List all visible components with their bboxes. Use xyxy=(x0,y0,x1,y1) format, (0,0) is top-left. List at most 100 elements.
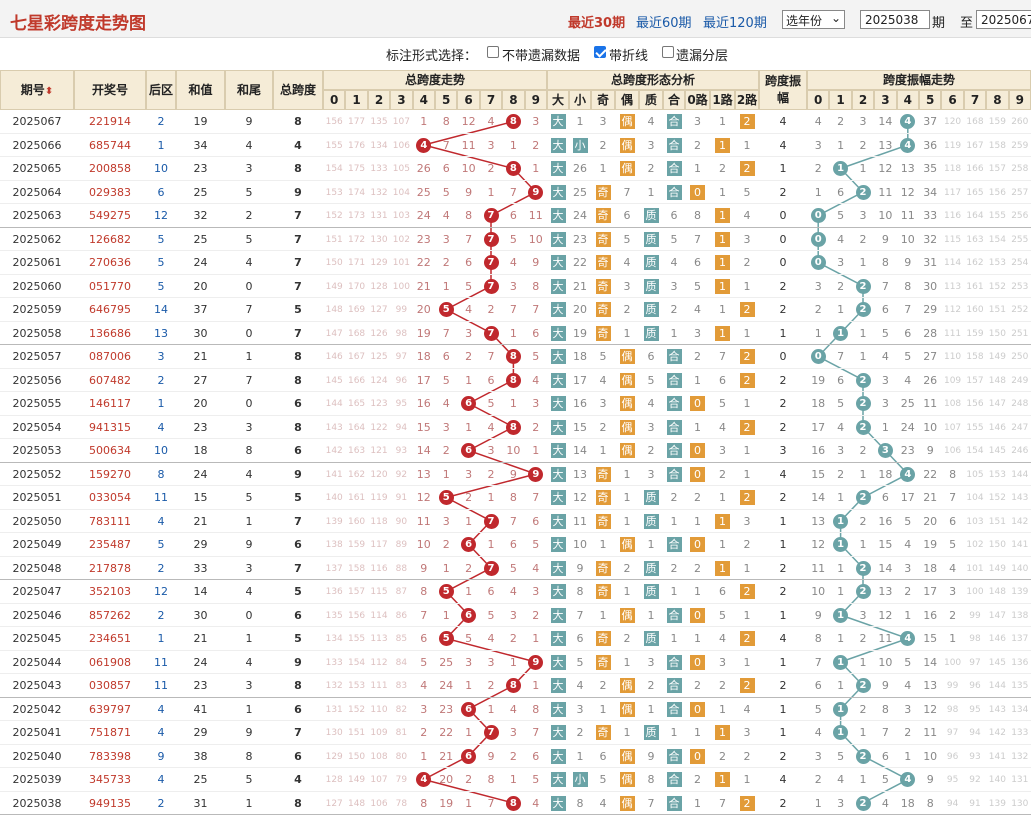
trend-miss: 2 xyxy=(509,632,517,645)
shape-mark: 偶 xyxy=(619,349,635,364)
trend-miss: 3 xyxy=(487,444,495,457)
shape-miss: 4 xyxy=(719,632,726,645)
trend-miss: 139 xyxy=(325,516,343,527)
shape-miss: 2 xyxy=(719,749,726,763)
amp-miss: 2 xyxy=(859,444,867,457)
shape-col-header: 奇 xyxy=(591,90,615,110)
period-120-link[interactable]: 最近120期 xyxy=(703,16,767,31)
sum-cell: 30 xyxy=(193,608,208,622)
period-30-link[interactable]: 最近30期 xyxy=(568,16,626,31)
year-select[interactable]: 选年份 ⌄ xyxy=(782,10,845,29)
option-line-checkbox[interactable] xyxy=(594,46,606,58)
shape-mark: 大 xyxy=(550,302,566,317)
sort-icon[interactable]: ⬍ xyxy=(44,86,54,97)
trend-miss: 1 xyxy=(487,491,495,504)
col-issue-header[interactable]: 期号⬍ xyxy=(0,70,74,110)
trend-miss: 1 xyxy=(465,585,473,598)
back-cell: 6 xyxy=(157,185,165,199)
amp-miss: 109 xyxy=(943,375,962,386)
trend-miss: 3 xyxy=(442,420,450,434)
amp-miss: 138 xyxy=(1011,610,1029,621)
col-sum-header: 和值 xyxy=(176,70,225,110)
sum-cell: 21 xyxy=(193,350,208,363)
trend-miss: 2 xyxy=(465,491,473,504)
option-line-label[interactable]: 带折线 xyxy=(609,49,649,64)
amp-miss: 9 xyxy=(904,256,912,269)
amp-cell: 4 xyxy=(779,115,787,128)
table-row: 2025038 949135 2 31 1 8 127 148 106 78 8 19 1 7 8 4 大 8 4 偶… xyxy=(0,792,1031,815)
shape-mark: 合 xyxy=(666,654,682,670)
trend-miss: 130 xyxy=(325,728,343,738)
amp-miss: 1 xyxy=(859,162,867,175)
amp-miss: 4 xyxy=(904,538,912,551)
trend-ball: 6 xyxy=(461,701,477,717)
amp-miss: 10 xyxy=(923,420,938,434)
route-mark: 1 xyxy=(715,560,730,576)
route-mark: 1 xyxy=(715,137,730,153)
route-mark: 0 xyxy=(690,537,705,552)
amp-cell: 1 xyxy=(779,608,787,622)
trend-digit-header: 1 xyxy=(345,90,368,110)
amp-miss: 10 xyxy=(900,232,915,246)
option-missing-checkbox[interactable] xyxy=(487,46,499,58)
to-label: 至 xyxy=(960,16,974,31)
sum-cell: 20 xyxy=(193,279,208,293)
amp-miss: 93 xyxy=(969,751,981,762)
table-row: 2025055 146117 1 20 0 6 144 165 123 95 16 4 6 5 1 3 大 16 3… xyxy=(0,392,1031,416)
shape-mark: 大 xyxy=(550,654,566,670)
trend-miss: 4 xyxy=(509,585,517,598)
route-mark: 0 xyxy=(690,748,705,764)
route-mark: 1 xyxy=(715,278,730,294)
from-issue-input[interactable]: 2025038 xyxy=(860,10,930,29)
trend-miss: 156 xyxy=(347,610,366,621)
issue-cell: 2025043 xyxy=(12,679,62,692)
shape-miss: 4 xyxy=(647,397,655,410)
shape-miss: 26 xyxy=(573,162,587,175)
to-issue-input[interactable]: 2025067 xyxy=(976,10,1031,29)
shape-miss: 1 xyxy=(670,632,678,645)
trend-miss: 130 xyxy=(370,234,388,245)
shape-miss: 2 xyxy=(623,303,631,316)
route-mark: 2 xyxy=(739,631,755,646)
trend-table: 2025067 221914 2 19 9 8 156 177 135 107 1 8 12 4 8 3 大 1 3… xyxy=(0,110,1031,828)
col-issue-label: 期号 xyxy=(20,83,45,97)
period-60-link[interactable]: 最近60期 xyxy=(636,16,692,31)
amp-cell: 4 xyxy=(779,773,787,786)
shape-mark: 大 xyxy=(550,725,566,740)
trend-miss: 1 xyxy=(442,561,450,575)
shape-mark: 偶 xyxy=(619,795,635,811)
amp-miss: 140 xyxy=(1011,563,1029,574)
trend-miss: 11 xyxy=(528,209,543,222)
amp-miss: 161 xyxy=(966,281,984,292)
draw-cell: 051770 xyxy=(89,279,131,293)
span-cell: 7 xyxy=(294,326,302,340)
shape-miss: 2 xyxy=(576,726,584,739)
amp-digit-header: 4 xyxy=(896,90,919,110)
trend-miss: 7 xyxy=(532,491,540,504)
amp-cell: 4 xyxy=(779,138,787,152)
amp-miss: 1 xyxy=(859,467,867,481)
amp-miss: 18 xyxy=(923,561,938,575)
tail-cell: 2 xyxy=(245,209,253,222)
sum-cell: 14 xyxy=(193,585,208,598)
trend-miss: 138 xyxy=(325,540,343,550)
span-cell: 8 xyxy=(294,373,302,387)
span-cell: 7 xyxy=(294,209,302,222)
amp-ball: 2 xyxy=(855,490,871,505)
route-mark: 0 xyxy=(690,466,705,482)
trend-miss: 3 xyxy=(532,115,540,128)
amp-miss: 155 xyxy=(988,211,1006,221)
route-mark: 0 xyxy=(690,443,705,458)
amp-miss: 104 xyxy=(966,493,984,503)
trend-miss: 9 xyxy=(532,256,540,269)
option-missing-label[interactable]: 不带遗漏数据 xyxy=(502,49,581,64)
option-layer-checkbox[interactable] xyxy=(662,46,674,58)
span-cell: 8 xyxy=(294,679,302,692)
trend-miss: 2 xyxy=(487,162,495,175)
trend-miss: 80 xyxy=(395,751,408,762)
table-row: 2025060 051770 5 20 0 7 149 170 128 100 21 1 5 7 3 8 大 21… xyxy=(0,275,1031,298)
shape-miss: 4 xyxy=(694,303,701,316)
trend-miss: 20 xyxy=(416,303,431,316)
issue-cell: 2025067 xyxy=(12,115,62,128)
trend-miss: 3 xyxy=(465,655,473,669)
